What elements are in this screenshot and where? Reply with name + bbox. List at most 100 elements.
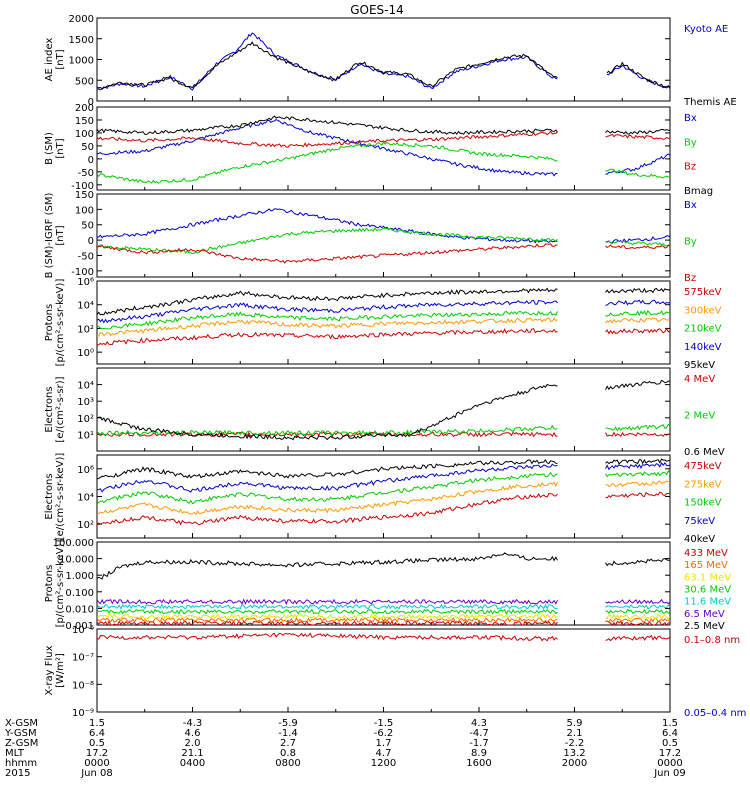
series-line-by — [97, 141, 558, 184]
legend-150kev: 150keV — [684, 498, 722, 509]
series-line-0-1-0-8-nm-after-gap — [605, 634, 670, 642]
legend-210kev: 210keV — [684, 324, 722, 335]
series-line-300kev — [97, 317, 558, 337]
x-row-value: 6.4 — [89, 728, 105, 739]
y-tick-label: -50 — [78, 168, 94, 179]
legend-95kev: 95keV — [684, 360, 715, 371]
y-tick-label: 10⁻⁷ — [72, 653, 94, 664]
y-tick-label: 10⁻⁹ — [72, 708, 94, 719]
x-row-value: 2000 — [562, 758, 587, 769]
series-line-by-after-gap — [605, 240, 670, 247]
legend-0-05-0-4-nm: 0.05–0.4 nm — [684, 708, 746, 719]
series-line-95kev — [97, 287, 558, 316]
y-tick-label: 10² — [77, 520, 94, 531]
y-tick-label: 10.000 — [59, 555, 94, 566]
x-row-label: 2015 — [5, 768, 30, 779]
y-axis-label: Electrons — [44, 386, 55, 432]
series-line-bz — [97, 130, 558, 148]
series-line-4-mev-after-gap — [605, 431, 670, 437]
x-row-value: 1.5 — [89, 718, 105, 729]
series-line-75kev-after-gap — [605, 462, 670, 471]
legend-4-mev: 4 MeV — [684, 374, 715, 385]
series-line-bz — [97, 243, 558, 264]
y-tick-label: 10⁴ — [77, 493, 94, 504]
x-row-value: 4.3 — [471, 718, 487, 729]
series-line-6-5-mev-after-gap — [605, 598, 670, 605]
y-axis-label: X-ray Flux — [44, 645, 55, 695]
y-tick-label: 1500 — [69, 35, 94, 46]
series-line-300kev-after-gap — [605, 317, 670, 324]
x-row-value: 6.4 — [662, 728, 678, 739]
y-tick-label: 100 — [75, 129, 94, 140]
x-row-value: 5.9 — [567, 718, 583, 729]
y-tick-label: 10² — [77, 414, 94, 425]
x-row-value: -1.4 — [278, 728, 298, 739]
series-line-140kev-after-gap — [605, 299, 670, 306]
series-line-40kev-after-gap — [605, 458, 670, 465]
legend-2-5-mev: 2.5 MeV — [684, 621, 725, 632]
legend-bz: Bz — [684, 273, 696, 284]
panel-frame — [96, 106, 671, 191]
legend-30-6-mev: 30.6 MeV — [684, 585, 731, 596]
x-row-value: 4.6 — [185, 728, 201, 739]
x-row-value: 1600 — [466, 758, 491, 769]
series-line-30-6-mev — [97, 608, 558, 615]
y-tick-label: 10² — [77, 324, 94, 335]
x-row-value: 0.8 — [280, 748, 296, 759]
x-row-value: -1.7 — [469, 738, 489, 749]
legend-by: By — [684, 237, 697, 248]
x-row-value: -5.9 — [278, 718, 298, 729]
legend-bx: Bx — [684, 200, 697, 211]
legend-433-mev: 433 MeV — [684, 548, 728, 559]
series-line-4-mev — [97, 431, 558, 438]
legend-300kev: 300keV — [684, 305, 722, 316]
panel-ae: 0 500 1000 1500 2000 AE index [nT] Kyoto AE Them… — [44, 14, 737, 108]
y-tick-label: 0 — [88, 97, 94, 108]
series-line-0-6-mev — [97, 383, 558, 441]
x-row-value: 0.5 — [662, 738, 678, 749]
legend-bmag: Bmag — [684, 186, 713, 197]
x-row-value: -4.7 — [469, 728, 489, 739]
x-row-value: 0000 — [84, 758, 109, 769]
y-tick-label: 1000 — [69, 56, 94, 67]
x-row-value: 4.7 — [376, 748, 392, 759]
y-axis-label: [p/(cm²-s-sr-keV)] — [55, 540, 66, 628]
y-tick-label: 0.001 — [65, 621, 94, 632]
legend-475kev: 475keV — [684, 461, 722, 472]
x-row-value: 17.2 — [659, 748, 681, 759]
x-row-value: 2.0 — [185, 738, 201, 749]
x-row-value: 0800 — [275, 758, 300, 769]
series-line-6-5-mev — [97, 598, 558, 606]
x-row-value: -2.2 — [565, 738, 585, 749]
series-line-bmag — [97, 115, 558, 136]
y-tick-label: 10³ — [77, 397, 94, 408]
series-line-11-6-mev — [97, 603, 558, 610]
x-row-value: 1200 — [371, 758, 396, 769]
panel-frame — [96, 193, 671, 278]
series-line-433-mev — [97, 620, 558, 625]
y-axis-label: B (SM) — [44, 132, 55, 165]
legend-bz: Bz — [684, 162, 696, 173]
y-tick-label: 50 — [81, 142, 94, 153]
y-axis-label: [e/(cm²-s-sr-keV)] — [55, 453, 66, 541]
series-line-0-6-mev-after-gap — [605, 379, 670, 391]
series-line-2-5-mev — [97, 552, 558, 580]
legend-6-5-mev: 6.5 MeV — [684, 609, 725, 620]
series-line-575kev — [97, 328, 558, 346]
series-line-by — [97, 227, 558, 255]
series-line-themis-ae — [97, 41, 558, 90]
panel-protons_kev: 10⁰ 10² 10⁴ 10⁶ Protons [p/(cm²-s-sr-keV)] 575… — [44, 277, 722, 371]
x-row-value: 1.7 — [376, 738, 392, 749]
y-tick-label: -100 — [71, 267, 94, 278]
y-tick-label: 100.000 — [53, 538, 94, 549]
x-row-value: 1.5 — [662, 718, 678, 729]
series-line-by-after-gap — [605, 168, 670, 179]
series-line-150kev-after-gap — [605, 470, 670, 478]
y-tick-label: 1.000 — [65, 571, 94, 582]
y-tick-label: 10¹ — [77, 430, 94, 441]
series-line-575kev-after-gap — [605, 327, 670, 335]
legend-0-1-0-8-nm: 0.1–0.8 nm — [684, 635, 740, 646]
series-line-bx — [97, 208, 558, 244]
series-line-bx-after-gap — [605, 235, 670, 244]
series-line-themis-ae-after-gap — [606, 61, 670, 89]
